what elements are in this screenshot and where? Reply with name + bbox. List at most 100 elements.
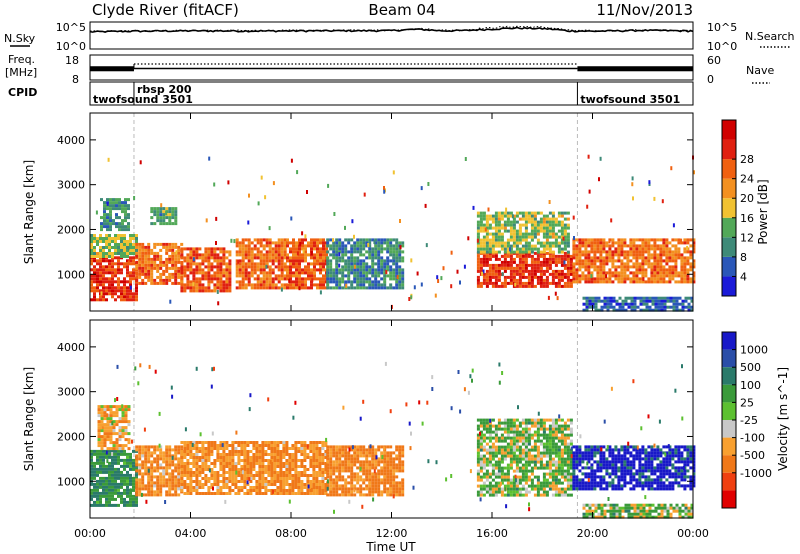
heatmap-cell-3: [234, 441, 238, 444]
heatmap-cell-4: [386, 478, 390, 482]
heatmap-cell-0: [132, 467, 135, 471]
heatmap-cell-9: [482, 278, 486, 282]
heatmap-cell-10: [482, 214, 486, 218]
heatmap-cell-5: [186, 274, 190, 278]
heatmap-cell-3: [231, 444, 235, 447]
heatmap-cell-3: [138, 269, 142, 273]
heatmap-cell-11: [584, 238, 588, 242]
heatmap-cell-5: [198, 253, 202, 257]
heatmap-cell-1: [106, 429, 110, 433]
heatmap-cell-8: [368, 244, 372, 248]
heatmap-cell-10: [557, 211, 561, 215]
heatmap-speck: [672, 223, 675, 228]
heatmap-cell-3: [204, 453, 208, 456]
heatmap-cell-0: [108, 470, 111, 474]
heatmap-cell-8: [338, 244, 342, 248]
heatmap-cell-1: [114, 240, 117, 243]
heatmap-cell-9: [569, 260, 573, 264]
heatmap-cell-3: [315, 465, 319, 468]
heatmap-cell-12: [660, 305, 664, 309]
heatmap-cell-11: [602, 244, 606, 248]
heatmap-cell-5: [222, 280, 226, 284]
heatmap-cell-10: [560, 226, 564, 230]
heatmap-cell-7: [295, 265, 298, 269]
heatmap-cell-11: [662, 241, 666, 245]
heatmap-cell-1: [123, 255, 126, 258]
heatmap-cell-5: [225, 268, 229, 272]
heatmap-cell-6: [262, 280, 266, 284]
heatmap-cell-10: [518, 235, 522, 239]
heatmap-cell-8: [377, 283, 381, 287]
heatmap-cell-4: [344, 481, 348, 485]
heatmap-cell-2: [118, 207, 121, 211]
heatmap-cell-3: [318, 492, 322, 495]
heatmap-cell-5: [225, 277, 229, 281]
heatmap-cell-9: [509, 260, 513, 264]
heatmap-cell-10: [548, 232, 552, 236]
heatmap-cell-0: [114, 485, 117, 489]
heatmap-cell-3: [186, 477, 190, 480]
heatmap-cell-8: [386, 265, 390, 269]
heatmap-cell-3: [219, 462, 223, 465]
heatmap-cell-3: [216, 471, 220, 474]
heatmap-cell-4: [335, 448, 339, 452]
heatmap-cell-4: [374, 475, 378, 479]
heatmap-cell-12: [612, 299, 616, 303]
heatmap-cell-0: [114, 280, 117, 284]
heatmap-cell-3: [231, 483, 235, 486]
heatmap-cell-10: [479, 247, 483, 251]
heatmap-cell-4: [338, 445, 342, 449]
heatmap-cell-0: [129, 277, 132, 281]
heatmap-cell-7: [316, 268, 319, 272]
heatmap-cell-5: [180, 256, 184, 260]
heatmap-cell-3: [171, 281, 175, 285]
heatmap-cell-8: [347, 256, 351, 260]
heatmap-cell-11: [626, 265, 630, 269]
heatmap-cell-0: [105, 268, 108, 272]
heatmap-cell-9: [497, 266, 501, 270]
heatmap-cell-1: [106, 447, 110, 451]
heatmap-cell-11: [635, 271, 639, 275]
heatmap-cell-0: [129, 482, 132, 486]
heatmap-cell-2: [156, 445, 160, 449]
heatmap-cell-10: [479, 238, 483, 242]
heatmap-cell-0: [105, 467, 108, 471]
heatmap-cell-4: [380, 493, 384, 497]
heatmap-cell-3: [162, 269, 166, 273]
heatmap-speck: [230, 238, 233, 243]
heatmap-cell-0: [111, 262, 114, 266]
heatmap-cell-0: [108, 503, 111, 507]
heatmap-cell-8: [335, 271, 339, 275]
heatmap-speck: [562, 236, 565, 241]
heatmap-cell-11: [632, 247, 636, 251]
heatmap-cell-10: [551, 229, 555, 233]
heatmap-cell-3: [225, 486, 229, 489]
heatmap-cell-0: [105, 271, 108, 275]
heatmap-cell-5: [189, 259, 193, 263]
heatmap-cell-2: [121, 204, 124, 208]
heatmap-cell-2: [174, 490, 178, 494]
nave-label: Nave: [746, 64, 774, 77]
heatmap-cell-3: [243, 456, 247, 459]
heatmap-cell-3: [270, 477, 274, 480]
heatmap-speck: [501, 272, 504, 277]
heatmap-cell-4: [368, 481, 372, 485]
heatmap-cell-3: [300, 489, 304, 492]
heatmap-speck: [367, 243, 370, 247]
heatmap-cell-8: [356, 286, 360, 290]
heatmap-cell-8: [377, 256, 381, 260]
heatmap-cell-6: [235, 238, 239, 242]
heatmap-cell-12: [642, 302, 646, 306]
heatmap-cell-5: [228, 274, 232, 278]
heatmap-cell-8: [335, 274, 339, 278]
heatmap-cell-2: [115, 216, 118, 220]
heatmap-cell-11: [620, 259, 624, 263]
heatmap-cell-0: [90, 277, 93, 281]
heatmap-cell-6: [259, 277, 263, 281]
heatmap-cell-5: [228, 283, 232, 287]
heatmap-cell-6: [238, 259, 242, 263]
heatmap-cell-6: [259, 262, 263, 266]
heatmap-cell-6: [262, 265, 266, 269]
heatmap-cell-1: [100, 444, 104, 448]
heatmap-cell-5: [228, 259, 232, 263]
